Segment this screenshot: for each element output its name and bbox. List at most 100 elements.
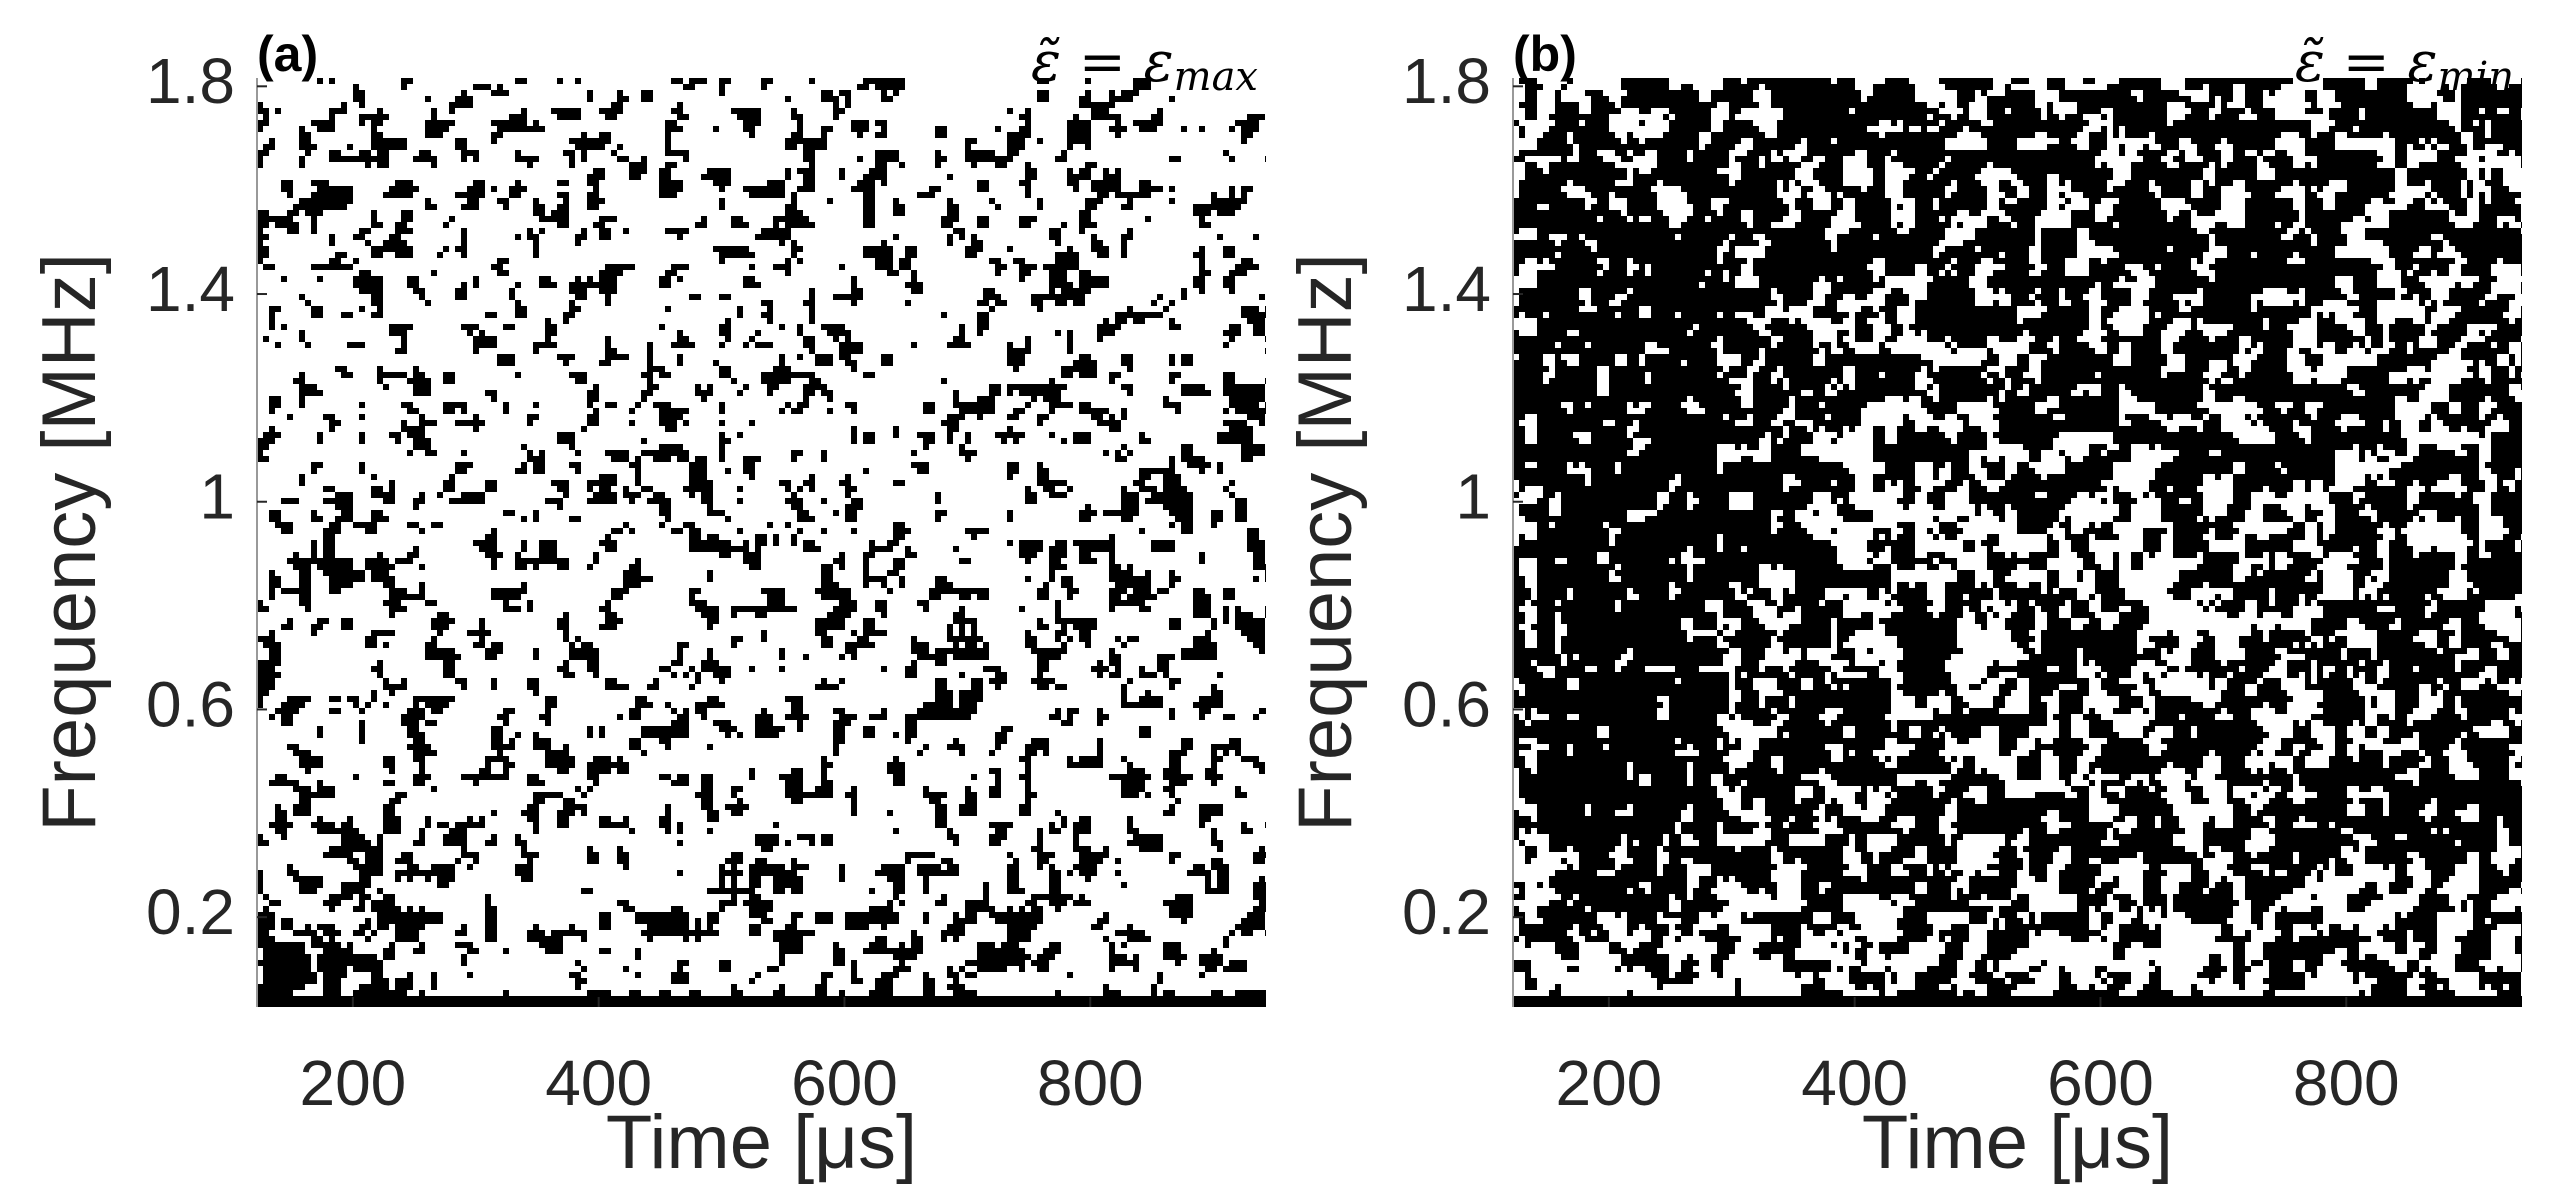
map-cell — [2029, 186, 2047, 192]
map-cell — [845, 492, 851, 498]
map-cell — [863, 570, 869, 576]
map-cell — [1085, 198, 1103, 204]
map-cell — [1223, 246, 1235, 252]
map-cell — [821, 528, 827, 534]
map-cell — [269, 900, 281, 906]
map-cell — [845, 96, 851, 102]
map-cell — [2191, 648, 2215, 654]
map-cell — [1915, 582, 1927, 588]
map-cell — [1199, 258, 1205, 264]
map-cell — [1723, 372, 1747, 378]
map-cell — [2293, 234, 2311, 240]
map-cell — [305, 210, 323, 216]
map-cell — [581, 966, 587, 972]
map-cell — [677, 966, 683, 972]
map-cell — [1259, 708, 1266, 714]
map-cell — [1813, 168, 1843, 174]
map-cell — [1049, 570, 1055, 576]
map-cell — [1211, 756, 1223, 762]
map-cell — [677, 840, 683, 846]
map-cell — [1825, 348, 1831, 354]
map-cell — [2443, 96, 2455, 102]
map-cell — [509, 114, 527, 120]
map-cell — [659, 816, 671, 822]
map-cell — [629, 714, 641, 720]
map-cell — [767, 966, 779, 972]
map-cell — [2275, 438, 2305, 444]
map-cell — [1867, 156, 1885, 162]
map-cell — [863, 174, 887, 180]
map-cell — [599, 360, 611, 366]
map-cell — [2461, 84, 2497, 90]
map-cell — [1097, 744, 1103, 750]
map-cell — [2467, 546, 2479, 552]
map-cell — [803, 156, 815, 162]
map-cell — [1927, 288, 1975, 294]
map-cell — [431, 864, 455, 870]
map-cell — [1963, 108, 1969, 114]
map-cell — [2173, 540, 2209, 546]
map-cell — [1513, 120, 1519, 126]
map-cell — [821, 678, 827, 684]
map-cell — [545, 696, 557, 702]
map-cell — [935, 576, 947, 582]
map-cell — [2173, 726, 2191, 732]
map-cell — [563, 744, 569, 750]
map-cell — [2431, 816, 2461, 822]
map-cell — [665, 516, 671, 522]
map-cell — [1645, 444, 1717, 450]
map-cell — [677, 654, 683, 660]
map-cell — [1825, 156, 1843, 162]
map-cell — [257, 240, 263, 246]
map-cell — [659, 414, 683, 420]
map-cell — [557, 78, 563, 84]
map-cell — [1525, 168, 1543, 174]
map-cell — [701, 780, 713, 786]
map-cell — [1861, 786, 1867, 792]
map-cell — [2113, 132, 2119, 138]
map-cell — [971, 240, 983, 246]
map-cell — [683, 156, 689, 162]
map-cell — [1169, 780, 1187, 786]
map-cell — [1609, 744, 1687, 750]
map-cell — [329, 582, 353, 588]
map-cell — [785, 924, 797, 930]
map-cell — [365, 240, 371, 246]
map-cell — [1801, 480, 1831, 486]
map-cell — [911, 660, 917, 666]
map-cell — [2059, 342, 2089, 348]
map-cell — [1681, 678, 1729, 684]
map-cell — [2059, 768, 2077, 774]
map-cell — [1627, 198, 1657, 204]
map-cell — [2389, 660, 2455, 666]
map-cell — [1903, 654, 1951, 660]
map-cell — [2287, 528, 2305, 534]
map-cell — [893, 756, 899, 762]
map-cell — [671, 906, 683, 912]
map-cell — [2437, 156, 2455, 162]
map-cell — [1133, 834, 1163, 840]
map-cell — [935, 162, 941, 168]
map-cell — [1633, 168, 1639, 174]
map-cell — [1825, 402, 1867, 408]
map-cell — [575, 984, 581, 990]
map-cell — [863, 78, 905, 84]
map-cell — [2059, 336, 2077, 342]
map-cell — [599, 816, 611, 822]
map-cell — [2041, 630, 2137, 636]
map-cell — [515, 180, 521, 186]
map-cell — [389, 768, 395, 774]
map-cell — [1537, 594, 1567, 600]
map-cell — [1205, 768, 1217, 774]
map-cell — [2479, 216, 2497, 222]
map-cell — [1903, 420, 1915, 426]
map-cell — [1897, 522, 1915, 528]
map-cell — [2521, 156, 2522, 162]
map-cell — [1969, 492, 2035, 498]
map-cell — [299, 396, 305, 402]
map-cell — [2107, 690, 2131, 696]
map-cell — [2113, 114, 2167, 120]
map-cell — [2173, 486, 2197, 492]
map-cell — [575, 144, 605, 150]
map-cell — [965, 972, 977, 978]
